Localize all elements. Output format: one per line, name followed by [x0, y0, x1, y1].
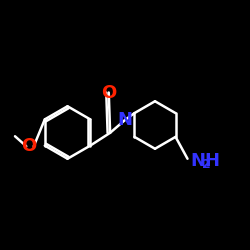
Text: O: O — [101, 84, 116, 102]
Text: NH: NH — [190, 152, 220, 170]
Text: O: O — [21, 137, 36, 155]
Text: N: N — [118, 111, 132, 129]
Text: 2: 2 — [202, 158, 211, 171]
